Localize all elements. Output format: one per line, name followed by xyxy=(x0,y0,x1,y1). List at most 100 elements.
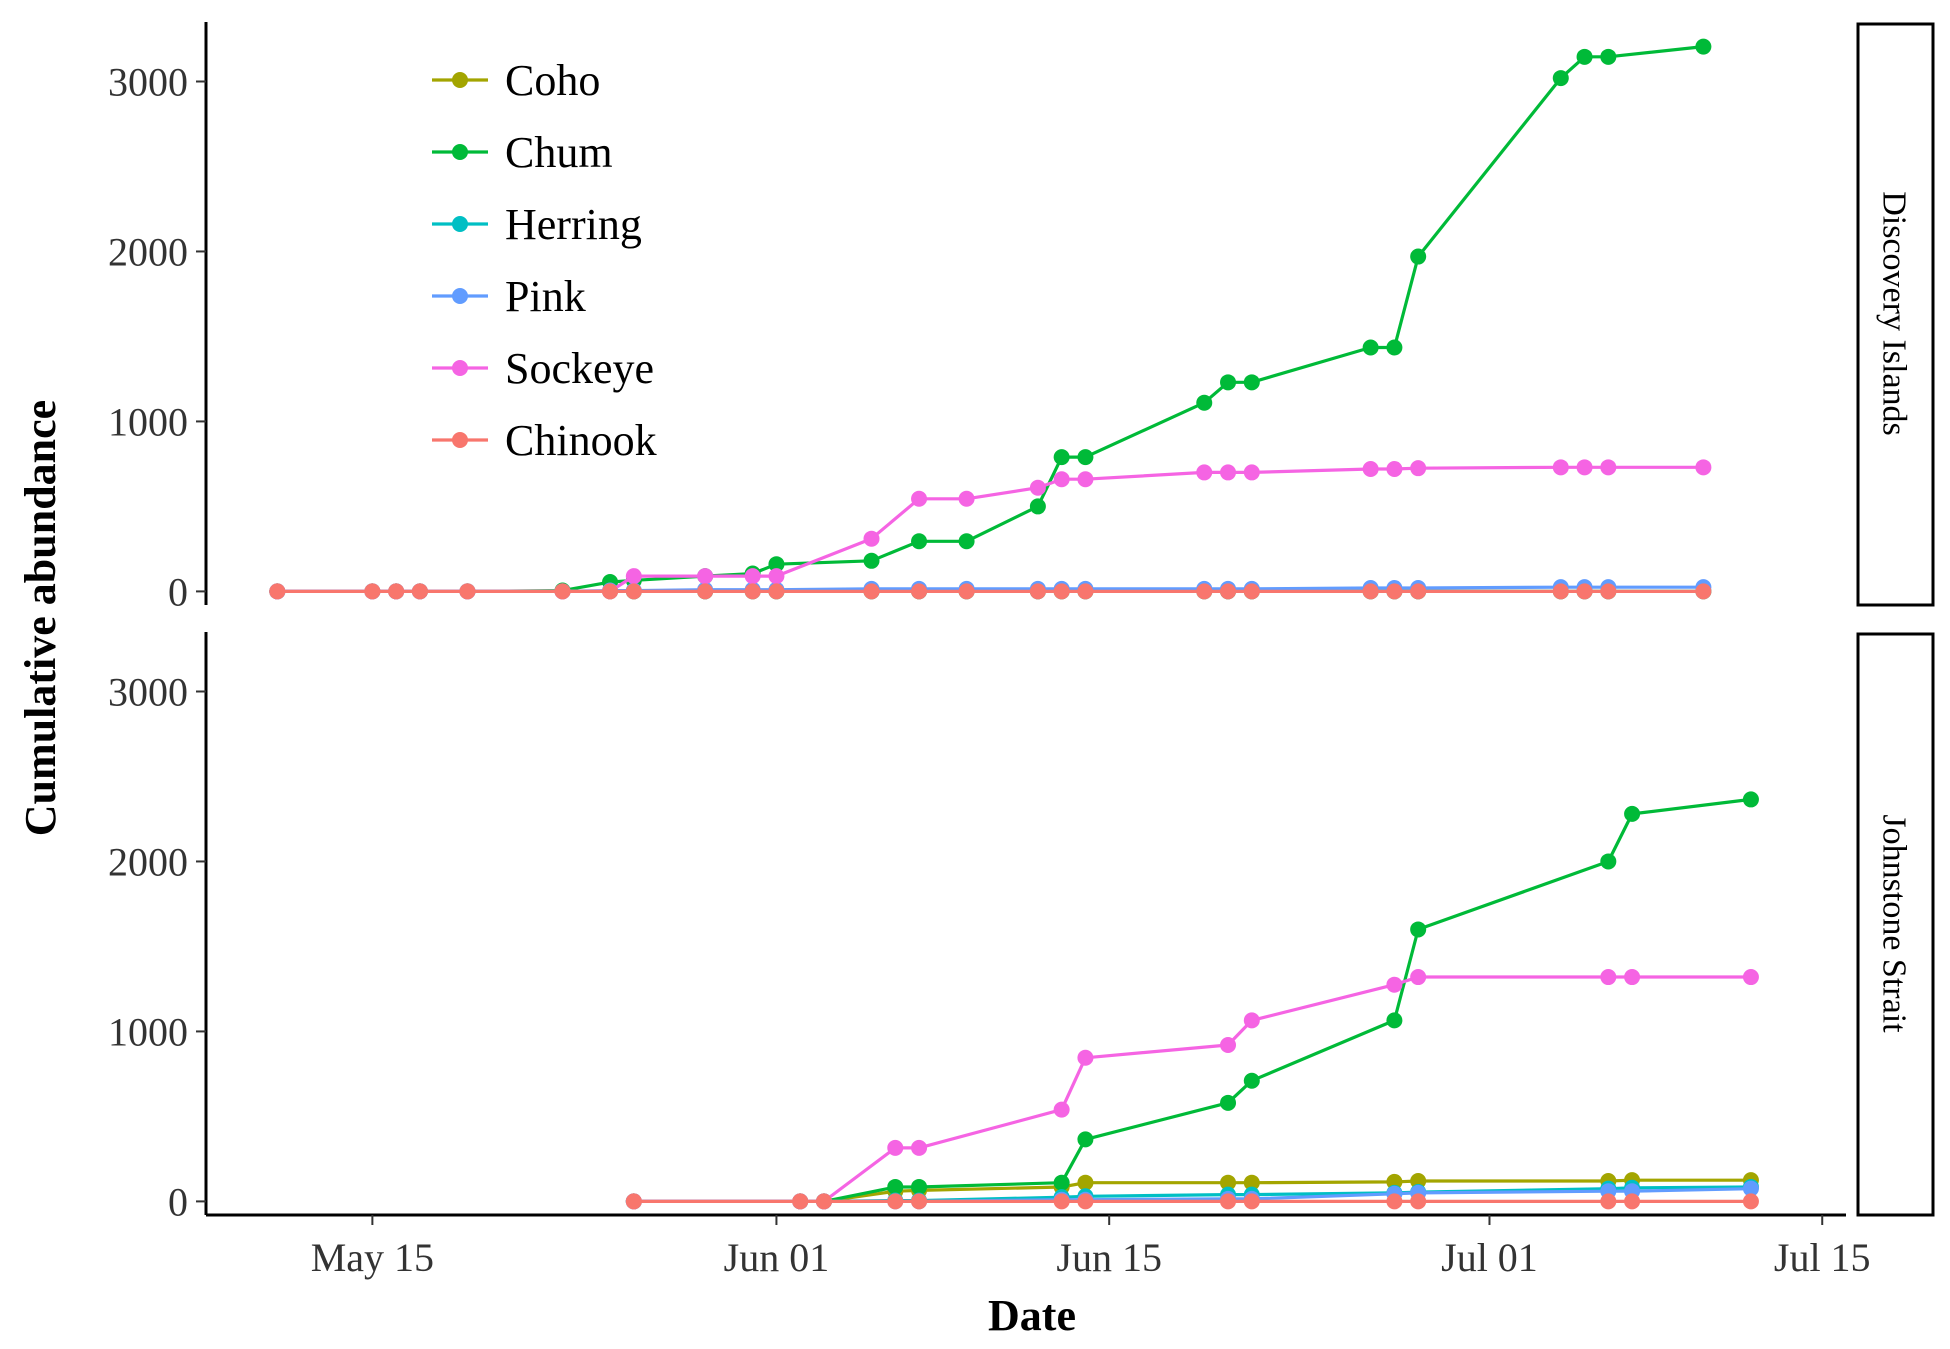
legend-label: Pink xyxy=(505,272,586,321)
data-point xyxy=(364,583,381,600)
data-point xyxy=(911,533,928,550)
data-point xyxy=(1077,1174,1094,1191)
data-point xyxy=(744,583,761,600)
data-point xyxy=(1220,374,1237,391)
data-point xyxy=(411,583,428,600)
data-point xyxy=(1410,921,1427,938)
data-point xyxy=(1386,339,1403,356)
legend-key-point xyxy=(452,288,468,304)
data-point xyxy=(1695,459,1712,476)
series-line xyxy=(633,975,1751,1204)
data-point xyxy=(863,552,880,569)
data-point xyxy=(1576,48,1593,65)
data-point xyxy=(1077,471,1094,488)
data-point xyxy=(1600,459,1617,476)
data-point xyxy=(1600,583,1617,600)
data-point xyxy=(1053,1174,1070,1191)
y-tick-label: 3000 xyxy=(108,59,188,104)
y-tick-label: 3000 xyxy=(108,669,188,714)
data-point xyxy=(1552,459,1569,476)
legend-item-herring: Herring xyxy=(432,200,642,249)
data-point xyxy=(1029,583,1046,600)
data-point xyxy=(815,1193,832,1210)
data-point xyxy=(1386,583,1403,600)
data-point xyxy=(1196,394,1213,411)
data-point xyxy=(1386,1193,1403,1210)
legend: Coho Chum Herring Pink Sockeye Chinook xyxy=(432,56,657,465)
y-tick-label: 1000 xyxy=(108,1009,188,1054)
data-point xyxy=(768,583,785,600)
data-point xyxy=(1220,1193,1237,1210)
data-point xyxy=(1362,583,1379,600)
facet-label: Discovery Islands xyxy=(1876,191,1913,436)
data-point xyxy=(1386,461,1403,478)
y-tick-label: 0 xyxy=(168,569,188,614)
data-point xyxy=(1386,1173,1403,1190)
y-tick-label: 1000 xyxy=(108,399,188,444)
data-point xyxy=(1196,583,1213,600)
data-point xyxy=(792,1193,809,1210)
data-point xyxy=(1386,1012,1403,1029)
legend-key-point xyxy=(452,144,468,160)
y-axis-title: Cumulative abundance xyxy=(16,400,65,836)
data-point xyxy=(697,568,714,585)
data-point xyxy=(1243,374,1260,391)
data-point xyxy=(863,530,880,547)
data-point xyxy=(1077,583,1094,600)
data-point xyxy=(1695,38,1712,55)
x-tick-label: Jun 15 xyxy=(1056,1235,1162,1280)
data-point xyxy=(1220,583,1237,600)
y-tick-label: 2000 xyxy=(108,839,188,884)
data-point xyxy=(1552,70,1569,87)
series-line xyxy=(633,797,1752,1204)
data-point xyxy=(602,583,619,600)
data-point xyxy=(1053,1101,1070,1118)
data-point xyxy=(1053,583,1070,600)
data-point xyxy=(1243,1193,1260,1210)
data-point xyxy=(1410,583,1427,600)
facet-label: Johnstone Strait xyxy=(1876,814,1913,1033)
data-point xyxy=(1624,969,1641,986)
legend-label: Chinook xyxy=(505,416,657,465)
data-point xyxy=(1077,449,1094,466)
panel-1: 0 1000 2000 3000 Johnstone Strait xyxy=(108,632,1935,1224)
legend-key-point xyxy=(452,360,468,376)
data-point xyxy=(1243,464,1260,481)
legend-key-point xyxy=(452,216,468,232)
data-point xyxy=(887,1178,904,1195)
x-tick-label: Jul 01 xyxy=(1441,1235,1538,1280)
series-line xyxy=(277,45,1704,594)
data-point xyxy=(1243,1174,1260,1191)
x-tick-label: Jun 01 xyxy=(724,1235,830,1280)
series-chinook xyxy=(269,583,1712,600)
data-point xyxy=(1410,460,1427,477)
data-point xyxy=(911,1193,928,1210)
data-point xyxy=(768,556,785,573)
data-point xyxy=(1053,471,1070,488)
legend-label: Chum xyxy=(505,128,613,177)
data-point xyxy=(625,1193,642,1210)
data-point xyxy=(958,583,975,600)
data-point xyxy=(911,1139,928,1156)
data-point xyxy=(1742,1180,1759,1197)
data-point xyxy=(1220,464,1237,481)
data-point xyxy=(887,1139,904,1156)
data-point xyxy=(697,583,714,600)
data-point xyxy=(911,490,928,507)
legend-item-pink: Pink xyxy=(432,272,586,321)
series-pink xyxy=(269,579,1712,600)
x-tick-label: May 15 xyxy=(311,1235,434,1280)
data-point xyxy=(1576,459,1593,476)
data-point xyxy=(768,568,785,585)
data-point xyxy=(269,583,286,600)
data-point xyxy=(744,568,761,585)
legend-label: Herring xyxy=(505,200,642,249)
data-point xyxy=(1600,853,1617,870)
y-tick-label: 2000 xyxy=(108,229,188,274)
data-point xyxy=(1695,583,1712,600)
data-point xyxy=(1243,583,1260,600)
x-axis-title: Date xyxy=(988,1291,1076,1340)
legend-item-chum: Chum xyxy=(432,128,613,177)
data-point xyxy=(1742,969,1759,986)
legend-item-chinook: Chinook xyxy=(432,416,657,465)
